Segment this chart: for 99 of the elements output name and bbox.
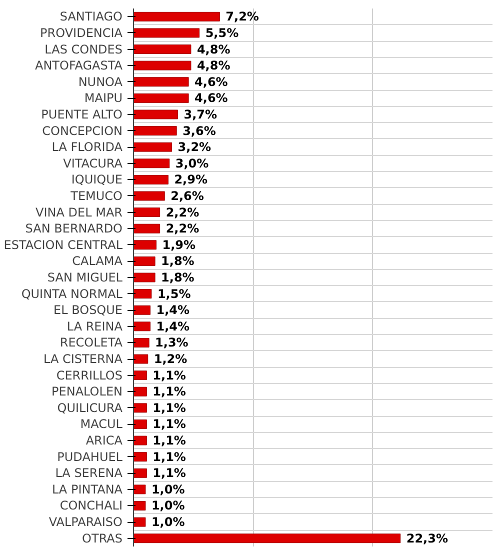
y-tick-label: ESTACION CENTRAL	[4, 238, 123, 252]
data-label: 3,6%	[182, 124, 216, 138]
y-tick-label: ARICA	[86, 434, 124, 448]
y-tick-label: VITACURA	[63, 156, 124, 170]
y-tick-label: QUILICURA	[57, 400, 124, 415]
data-label: 1,4%	[156, 319, 190, 334]
bar	[134, 370, 147, 380]
data-label: 3,0%	[175, 156, 209, 170]
bar	[134, 240, 156, 250]
y-tick-label: CONCHALI	[60, 498, 123, 513]
y-tick-label: PUENTE ALTO	[41, 107, 123, 122]
y-tick-label: PUDAHUEL	[57, 450, 123, 464]
bar	[134, 272, 156, 282]
data-label: 22,3%	[406, 531, 448, 546]
data-label: 1,0%	[151, 498, 185, 513]
y-tick-label: PROVIDENCIA	[40, 26, 124, 40]
bar	[134, 403, 147, 413]
y-tick-label: VALPARAISO	[48, 515, 123, 530]
data-label: 7,2%	[226, 10, 259, 24]
data-label: 5,5%	[205, 26, 239, 40]
data-label: 1,1%	[152, 417, 186, 432]
data-label: 1,8%	[161, 254, 194, 268]
data-label: 1,5%	[157, 286, 191, 301]
y-tick-label: ANTOFAGASTA	[35, 58, 124, 73]
bar	[134, 256, 156, 266]
data-label: 1,1%	[152, 450, 186, 464]
bar	[134, 158, 170, 168]
bar	[134, 208, 160, 218]
bar	[134, 44, 192, 54]
data-label: 1,0%	[151, 482, 185, 496]
data-label: 4,6%	[194, 74, 228, 89]
bar	[134, 289, 152, 299]
data-label: 1,1%	[152, 466, 186, 480]
data-label: 2,6%	[170, 188, 204, 203]
bar	[134, 322, 151, 332]
bar	[134, 436, 147, 446]
y-tick-label: LAS CONDES	[44, 42, 122, 56]
data-label: 1,8%	[161, 270, 194, 284]
y-tick-label: MACUL	[80, 417, 123, 432]
data-label: 1,1%	[152, 384, 186, 399]
data-label: 4,6%	[194, 91, 228, 106]
y-tick-label: PENALOLEN	[52, 384, 122, 399]
bar	[134, 224, 160, 234]
bar	[134, 484, 146, 494]
y-tick-label: MAIPU	[84, 91, 123, 106]
data-label: 1,9%	[162, 238, 196, 252]
y-tick-label: LA SERENA	[55, 466, 124, 480]
bar	[134, 93, 189, 103]
bar	[134, 191, 165, 201]
bar	[134, 338, 150, 348]
data-label: 1,1%	[152, 434, 186, 448]
data-label: 1,4%	[156, 303, 190, 318]
data-label: 1,1%	[152, 400, 186, 415]
data-label: 4,8%	[196, 42, 230, 56]
data-label: 1,0%	[151, 515, 185, 530]
bar	[134, 419, 147, 429]
bar	[134, 60, 192, 70]
y-tick-label: CONCEPCION	[42, 124, 123, 138]
data-label: 1,2%	[154, 352, 188, 366]
data-label: 3,2%	[178, 140, 212, 154]
y-tick-label: LA REINA	[66, 319, 124, 334]
y-tick-label: TEMUCO	[70, 188, 122, 203]
y-tick-label: SAN BERNARDO	[25, 222, 122, 236]
data-label: 3,7%	[184, 107, 218, 122]
y-tick-label: LA FLORIDA	[52, 140, 124, 154]
data-label: 2,2%	[166, 205, 200, 220]
bar	[134, 126, 177, 136]
y-tick-label: IQUIQUE	[71, 172, 123, 187]
bar	[134, 386, 147, 396]
bar	[134, 12, 220, 22]
y-tick-label: LA PINTANA	[52, 482, 124, 496]
data-label: 4,8%	[196, 58, 230, 73]
data-label: 2,9%	[174, 172, 208, 187]
data-label: 1,1%	[152, 368, 186, 382]
bar	[134, 77, 189, 87]
bar	[134, 452, 147, 462]
bar	[134, 305, 151, 315]
y-tick-label: RECOLETA	[60, 336, 124, 350]
bar	[134, 517, 146, 527]
bar	[134, 110, 178, 120]
y-tick-label: EL BOSQUE	[54, 303, 123, 318]
y-tick-label: QUINTA NORMAL	[21, 286, 123, 301]
y-tick-label: SAN MIGUEL	[47, 270, 123, 284]
data-label: 2,2%	[166, 222, 200, 236]
bar	[134, 501, 146, 510]
y-tick-label: SANTIAGO	[60, 10, 123, 24]
bar	[134, 142, 172, 152]
bar	[134, 354, 148, 364]
y-tick-label: OTRAS	[82, 531, 122, 546]
bar	[134, 174, 168, 184]
data-label: 1,3%	[155, 336, 188, 350]
y-tick-label: LA CISTERNA	[44, 352, 124, 366]
y-tick-label: VINA DEL MAR	[36, 205, 123, 220]
bar	[134, 468, 147, 478]
y-tick-label: NUNOA	[78, 74, 124, 89]
y-tick-label: CALAMA	[72, 254, 124, 268]
bar	[134, 28, 200, 38]
bar	[134, 534, 401, 544]
y-tick-label: CERRILLOS	[56, 368, 123, 382]
